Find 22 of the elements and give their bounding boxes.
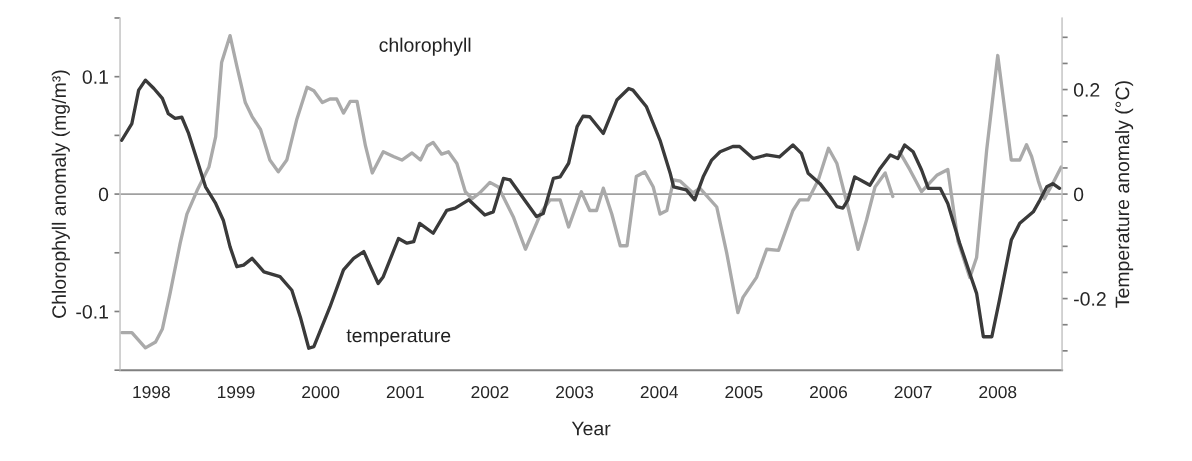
x-axis-title: Year <box>571 421 611 436</box>
x-tick-label: 2004 <box>640 385 678 399</box>
x-tick-label: 2006 <box>810 385 848 399</box>
y-axis-title: Chlorophyll anomaly (mg/m³) <box>51 70 70 318</box>
y2-tick-label: 0.2 <box>1073 83 1100 97</box>
text: chlorophyll <box>379 37 471 56</box>
y2-tick-label: 0 <box>1073 187 1084 202</box>
y2-axis-title: Temperature anomaly (°C) <box>1115 81 1134 308</box>
x-tick-label: 2001 <box>386 385 424 399</box>
x-tick-label: 2002 <box>471 385 509 399</box>
x-tick-label: 2008 <box>979 385 1017 399</box>
x-tick-label: 1999 <box>218 385 255 399</box>
y-tick-label: 0 <box>98 187 109 202</box>
y2-tick-label: -0.2 <box>1074 292 1106 306</box>
y-tick-label: 0.1 <box>82 70 108 84</box>
x-tick-label: 2003 <box>556 385 594 399</box>
x-tick-label: 2007 <box>894 385 932 399</box>
series-label: temperature <box>346 329 451 347</box>
x-tick-label: 2005 <box>725 385 763 399</box>
x-tick-label: 2000 <box>302 385 340 399</box>
y-tick-label: -0.1 <box>76 304 108 319</box>
x-tick-label: 1998 <box>133 385 170 399</box>
